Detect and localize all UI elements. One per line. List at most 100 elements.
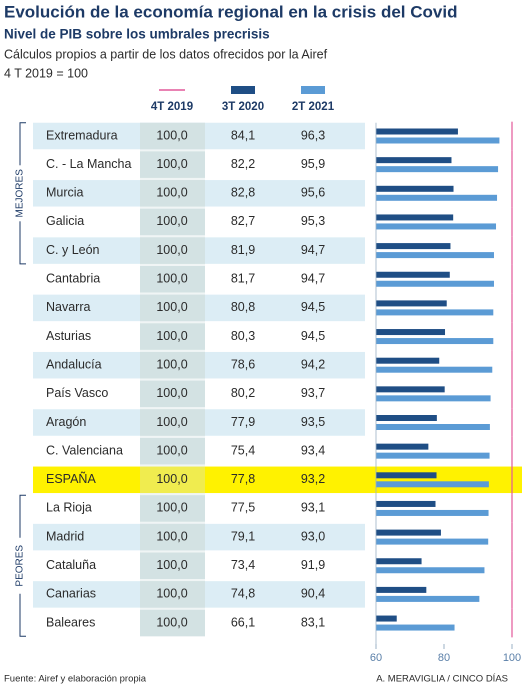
category-label: ESPAÑA	[46, 472, 96, 486]
category-label: Canarias	[46, 587, 96, 601]
base-column-bg	[140, 380, 205, 408]
group-label: PEORES	[15, 545, 26, 587]
legend-swatch	[301, 86, 325, 94]
value-label: 94,7	[301, 272, 325, 286]
value-label: 94,2	[301, 357, 325, 371]
x-tick-label: 80	[438, 652, 450, 664]
base-column-bg	[140, 294, 205, 322]
value-label: 100,0	[156, 214, 187, 228]
value-label: 82,2	[231, 157, 255, 171]
bar	[376, 509, 489, 516]
bar	[376, 500, 436, 507]
category-label: Aragón	[46, 415, 86, 429]
base-column-bg	[140, 552, 205, 579]
bar	[376, 595, 480, 602]
value-label: 94,5	[301, 329, 325, 343]
bar	[376, 214, 454, 221]
category-label: C. y León	[46, 243, 100, 257]
bar	[376, 395, 491, 402]
bracket-gap	[14, 537, 26, 594]
value-label: 95,9	[301, 157, 325, 171]
bar	[376, 271, 450, 278]
value-label: 93,7	[301, 386, 325, 400]
value-label: 91,9	[301, 558, 325, 572]
category-label: C. Valenciana	[46, 443, 123, 457]
base-column-bg	[140, 122, 205, 150]
bar	[376, 424, 490, 430]
bar	[376, 243, 451, 250]
legend-label: 2T 2021	[292, 101, 335, 113]
bar	[376, 338, 494, 345]
value-label: 100,0	[156, 415, 187, 429]
value-label: 82,8	[231, 186, 255, 200]
legend-label: 3T 2020	[222, 101, 264, 113]
value-label: 77,5	[231, 501, 255, 515]
value-label: 84,1	[231, 128, 255, 142]
value-label: 94,5	[301, 300, 325, 314]
value-label: 100,0	[156, 443, 187, 457]
category-label: Cantabria	[46, 272, 100, 286]
base-column-bg	[140, 495, 205, 522]
category-label: Murcia	[46, 186, 84, 200]
bar	[376, 443, 429, 450]
base-column-bg	[140, 237, 205, 264]
value-label: 100,0	[156, 272, 187, 286]
bar	[376, 223, 497, 230]
value-label: 100,0	[156, 300, 187, 314]
value-label: 93,0	[301, 529, 325, 543]
value-label: 81,7	[231, 272, 255, 286]
category-label: País Vasco	[46, 386, 108, 400]
category-label: Baleares	[46, 615, 95, 629]
category-label: C. - La Mancha	[46, 157, 132, 171]
value-label: 74,8	[231, 587, 255, 601]
bar	[376, 452, 490, 459]
bar	[376, 357, 440, 364]
bar	[376, 529, 441, 536]
bar	[376, 309, 494, 316]
base-column-bg	[140, 437, 205, 465]
x-tick-label: 100	[503, 652, 521, 664]
bar	[376, 300, 447, 307]
base-column-bg	[140, 323, 205, 350]
value-label: 100,0	[156, 157, 187, 171]
value-label: 93,1	[301, 501, 325, 515]
credit: A. MERAVIGLIA / CINCO DÍAS	[376, 674, 508, 685]
value-label: 78,6	[231, 357, 255, 371]
category-label: Navarra	[46, 300, 91, 314]
base-column-bg	[140, 523, 205, 551]
value-label: 100,0	[156, 558, 187, 572]
bar	[376, 137, 500, 144]
bar	[376, 481, 489, 488]
base-column-bg	[140, 151, 205, 178]
value-label: 93,5	[301, 415, 325, 429]
highlight-row	[33, 466, 522, 494]
bar	[376, 567, 485, 574]
bar	[376, 615, 397, 622]
category-label: Galicia	[46, 214, 84, 228]
value-label: 93,2	[301, 472, 325, 486]
value-label: 94,7	[301, 243, 325, 257]
category-label: Madrid	[46, 529, 84, 543]
category-label: Asturias	[46, 329, 91, 343]
value-label: 81,9	[231, 243, 255, 257]
value-label: 100,0	[156, 501, 187, 515]
bracket-gap	[14, 165, 26, 222]
value-label: 80,2	[231, 386, 255, 400]
chart-title: Evolución de la economía regional en la …	[4, 2, 457, 21]
value-label: 66,1	[231, 615, 255, 629]
value-label: 90,4	[301, 587, 325, 601]
value-label: 100,0	[156, 472, 187, 486]
bar	[376, 128, 458, 135]
legend-swatch	[231, 86, 255, 94]
value-label: 80,8	[231, 300, 255, 314]
base-column-bg	[140, 266, 205, 293]
value-label: 83,1	[301, 615, 325, 629]
description: Cálculos propios a partir de los datos o…	[4, 47, 328, 61]
bar	[376, 586, 427, 593]
value-label: 100,0	[156, 243, 187, 257]
value-label: 95,3	[301, 214, 325, 228]
value-label: 77,9	[231, 415, 255, 429]
bar	[376, 166, 499, 173]
value-label: 77,8	[231, 472, 255, 486]
legend-label: 4T 2019	[151, 101, 193, 113]
